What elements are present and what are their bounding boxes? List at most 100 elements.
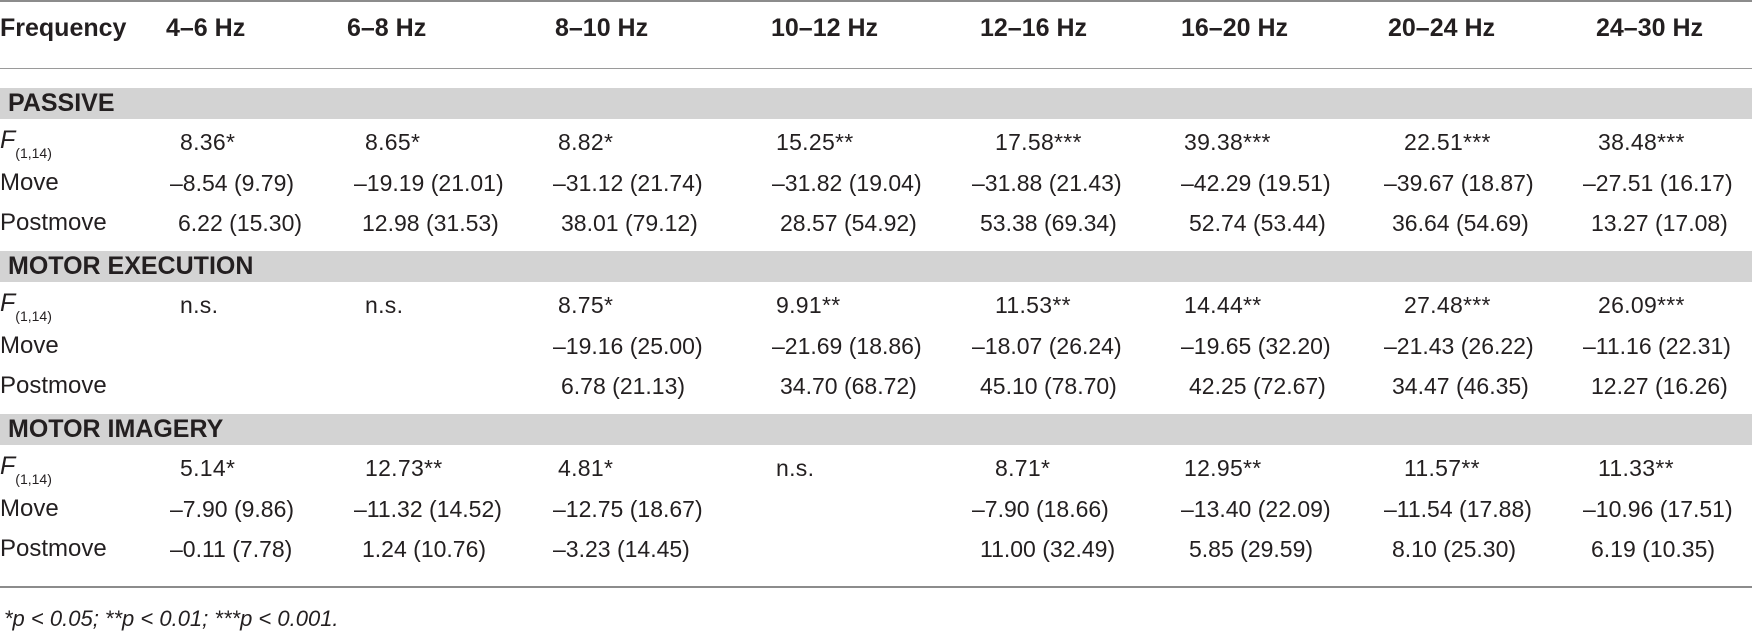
postmove-value-cell: 6.78 (21.13): [561, 373, 686, 399]
row-label-f: F(1,14): [0, 452, 52, 487]
f-value-cell: 11.53**: [995, 292, 1071, 318]
postmove-value-cell: 45.10 (78.70): [980, 373, 1117, 399]
header-band: 10–12 Hz: [771, 14, 879, 42]
f-value-cell: 8.82*: [558, 129, 614, 155]
section-band: MOTOR IMAGERY: [0, 414, 1752, 445]
f-letter: F: [0, 126, 16, 154]
row-label-postmove: Postmove: [0, 535, 107, 562]
move-value-cell: –31.82 (19.04): [772, 170, 922, 196]
row-label-move: Move: [0, 495, 59, 522]
postmove-value-cell: 38.01 (79.12): [561, 210, 698, 236]
header-band: 24–30 Hz: [1596, 14, 1704, 42]
move-value-cell: –13.40 (22.09): [1181, 496, 1331, 522]
postmove-value-cell: 36.64 (54.69): [1392, 210, 1529, 236]
postmove-value-cell: 6.19 (10.35): [1591, 536, 1716, 562]
postmove-value-cell: 28.57 (54.92): [780, 210, 917, 236]
postmove-value-cell: 12.27 (16.26): [1591, 373, 1728, 399]
table-bottom-rule: [0, 586, 1752, 588]
f-value-cell: 8.71*: [995, 455, 1051, 481]
postmove-value-cell: 42.25 (72.67): [1189, 373, 1326, 399]
header-band: 12–16 Hz: [980, 14, 1088, 42]
move-value-cell: –27.51 (16.17): [1583, 170, 1733, 196]
postmove-value-cell: 11.00 (32.49): [980, 536, 1116, 562]
header-rule: [0, 68, 1752, 69]
move-value-cell: –11.32 (14.52): [354, 496, 502, 522]
f-value-cell: 26.09***: [1598, 292, 1685, 318]
section-title: MOTOR EXECUTION: [8, 252, 254, 280]
move-value-cell: –39.67 (18.87): [1384, 170, 1534, 196]
f-value-cell: 39.38***: [1184, 129, 1271, 155]
row-label-move: Move: [0, 169, 59, 196]
header-band: 6–8 Hz: [347, 14, 427, 42]
f-value-cell: 9.91**: [776, 292, 841, 318]
postmove-value-cell: 6.22 (15.30): [178, 210, 303, 236]
postmove-value-cell: 12.98 (31.53): [362, 210, 499, 236]
f-value-cell: 14.44**: [1184, 292, 1262, 318]
move-value-cell: –11.54 (17.88): [1384, 496, 1532, 522]
f-value-cell: 15.25**: [776, 129, 854, 155]
f-value-cell: n.s.: [180, 292, 219, 318]
f-letter: F: [0, 289, 16, 317]
f-value-cell: n.s.: [776, 455, 815, 481]
row-label-f: F(1,14): [0, 126, 52, 161]
postmove-value-cell: 34.47 (46.35): [1392, 373, 1529, 399]
f-value-cell: 22.51***: [1404, 129, 1491, 155]
f-value-cell: 11.57**: [1404, 455, 1480, 481]
f-subscript: (1,14): [15, 308, 52, 324]
section-band: PASSIVE: [0, 88, 1752, 119]
move-value-cell: –7.90 (9.86): [170, 496, 295, 522]
footnote: *p < 0.05; **p < 0.01; ***p < 0.001.: [4, 606, 339, 631]
f-value-cell: 4.81*: [558, 455, 614, 481]
f-value-cell: 12.95**: [1184, 455, 1262, 481]
move-value-cell: –8.54 (9.79): [170, 170, 295, 196]
row-label-move: Move: [0, 332, 59, 359]
header-frequency: Frequency: [0, 14, 127, 42]
section-title: PASSIVE: [8, 89, 115, 117]
postmove-value-cell: 13.27 (17.08): [1591, 210, 1728, 236]
section-title: MOTOR IMAGERY: [8, 415, 224, 443]
move-value-cell: –10.96 (17.51): [1583, 496, 1733, 522]
move-value-cell: –11.16 (22.31): [1583, 333, 1731, 359]
postmove-value-cell: 52.74 (53.44): [1189, 210, 1326, 236]
move-value-cell: –31.12 (21.74): [553, 170, 703, 196]
postmove-value-cell: –0.11 (7.78): [170, 536, 293, 562]
table-top-rule: [0, 0, 1752, 2]
move-value-cell: –42.29 (19.51): [1181, 170, 1331, 196]
postmove-value-cell: 34.70 (68.72): [780, 373, 917, 399]
move-value-cell: –21.69 (18.86): [772, 333, 922, 359]
postmove-value-cell: –3.23 (14.45): [553, 536, 690, 562]
f-value-cell: 8.65*: [365, 129, 421, 155]
section-band: MOTOR EXECUTION: [0, 251, 1752, 282]
f-subscript: (1,14): [15, 471, 52, 487]
move-value-cell: –31.88 (21.43): [972, 170, 1122, 196]
move-value-cell: –19.65 (32.20): [1181, 333, 1331, 359]
postmove-value-cell: 8.10 (25.30): [1392, 536, 1517, 562]
f-subscript: (1,14): [15, 145, 52, 161]
postmove-value-cell: 1.24 (10.76): [362, 536, 487, 562]
f-value-cell: 5.14*: [180, 455, 236, 481]
move-value-cell: –21.43 (26.22): [1384, 333, 1534, 359]
header-band: 16–20 Hz: [1181, 14, 1289, 42]
move-value-cell: –7.90 (18.66): [972, 496, 1109, 522]
move-value-cell: –19.16 (25.00): [553, 333, 703, 359]
f-value-cell: 12.73**: [365, 455, 443, 481]
f-value-cell: n.s.: [365, 292, 404, 318]
header-band: 8–10 Hz: [555, 14, 649, 42]
f-letter: F: [0, 452, 16, 480]
f-value-cell: 38.48***: [1598, 129, 1685, 155]
move-value-cell: –18.07 (26.24): [972, 333, 1122, 359]
move-value-cell: –19.19 (21.01): [354, 170, 504, 196]
f-value-cell: 27.48***: [1404, 292, 1491, 318]
f-value-cell: 17.58***: [995, 129, 1082, 155]
postmove-value-cell: 5.85 (29.59): [1189, 536, 1314, 562]
postmove-value-cell: 53.38 (69.34): [980, 210, 1117, 236]
header-band: 4–6 Hz: [166, 14, 246, 42]
f-value-cell: 8.36*: [180, 129, 236, 155]
row-label-postmove: Postmove: [0, 372, 107, 399]
move-value-cell: –12.75 (18.67): [553, 496, 703, 522]
row-label-f: F(1,14): [0, 289, 52, 324]
f-value-cell: 11.33**: [1598, 455, 1674, 481]
f-value-cell: 8.75*: [558, 292, 614, 318]
row-label-postmove: Postmove: [0, 209, 107, 236]
header-band: 20–24 Hz: [1388, 14, 1496, 42]
